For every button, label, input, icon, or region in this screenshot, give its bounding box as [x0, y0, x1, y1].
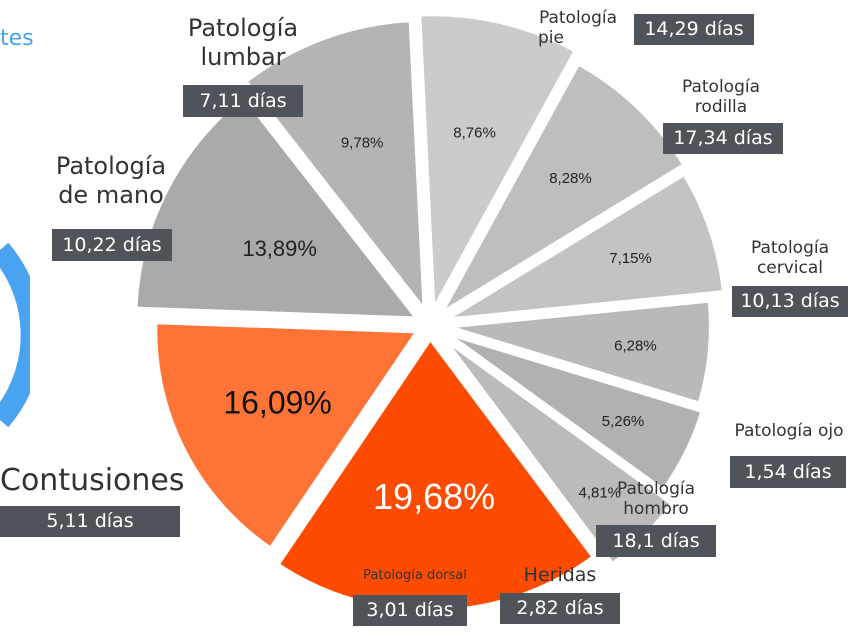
days-box-rodilla: 17,34 días	[663, 123, 783, 154]
slice-patología-ojo	[439, 168, 729, 325]
partial-blue-arc	[0, 242, 30, 428]
label-heridas: Heridas	[523, 564, 597, 586]
label-cervical: Patología cervical	[750, 238, 830, 279]
label-ojo: Patología ojo	[734, 421, 844, 441]
slice-patología-de-mano	[151, 318, 425, 555]
label-contusiones: Contusiones	[0, 463, 185, 498]
pct-label-patología-dorsal: 4,81%	[578, 484, 621, 501]
pct-label-patología-lumbar: 13,89%	[242, 236, 317, 261]
days-box-cervical: 10,13 días	[732, 286, 848, 317]
label-mano: Patología de mano	[55, 152, 167, 209]
days-box-mano: 10,22 días	[52, 229, 172, 261]
pct-label-patología-pie: 9,78%	[341, 135, 384, 152]
pct-label-patología-ojo: 7,15%	[609, 250, 652, 267]
pct-label-patología-hombro: 6,28%	[614, 338, 657, 355]
pct-label-contusiones: 19,68%	[373, 476, 495, 517]
days-box-dorsal: 3,01 días	[353, 595, 467, 626]
slice-patología-cervical	[430, 58, 690, 325]
pct-label-patología-rodilla: 8,76%	[453, 124, 496, 141]
label-rodilla: Patología rodilla	[681, 77, 761, 118]
label-hombro: Patología hombro	[616, 479, 696, 520]
days-box-contusiones: 5,11 días	[0, 506, 180, 537]
label-pie: Patología pie	[538, 8, 618, 49]
days-box-pie: 14,29 días	[634, 14, 754, 45]
label-lumbar: Patología lumbar	[187, 14, 299, 71]
days-box-lumbar: 7,11 días	[183, 85, 303, 117]
partial-header-text: tes	[0, 26, 34, 51]
label-dorsal: Patología dorsal	[363, 568, 467, 583]
pct-label-patología-cervical: 8,28%	[549, 170, 592, 187]
slice-heridas	[438, 327, 708, 496]
days-box-heridas: 2,82 días	[500, 593, 620, 624]
days-box-ojo: 1,54 días	[730, 456, 846, 488]
pct-label-heridas: 5,26%	[602, 413, 645, 430]
slice-patología-hombro	[441, 296, 715, 409]
days-box-hombro: 18,1 días	[596, 525, 716, 557]
slice-patología-rodilla	[415, 10, 582, 325]
pct-label-patología-de-mano: 16,09%	[223, 385, 332, 421]
